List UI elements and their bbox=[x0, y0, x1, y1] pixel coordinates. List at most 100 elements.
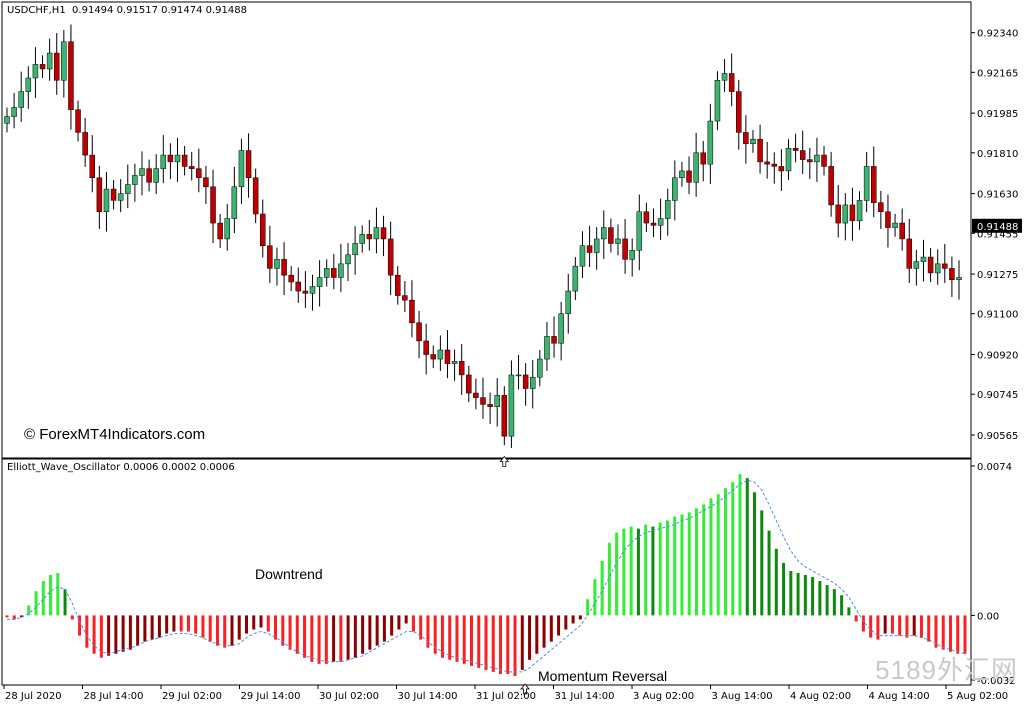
candle-body bbox=[515, 374, 522, 377]
watermark: © ForexMT4Indicators.com bbox=[24, 426, 206, 443]
candle-body bbox=[693, 152, 699, 183]
candle-body bbox=[437, 349, 444, 360]
candle-body bbox=[814, 154, 820, 163]
candle-body bbox=[593, 238, 600, 253]
price-tick-label: 0.91810 bbox=[977, 149, 1018, 160]
candle-body bbox=[117, 193, 124, 201]
candle-body bbox=[444, 349, 451, 364]
candle-body bbox=[743, 132, 749, 144]
candle-body bbox=[224, 218, 230, 240]
price-tick-label: 0.91275 bbox=[977, 270, 1018, 281]
candle-body bbox=[899, 222, 905, 240]
candle-body bbox=[380, 227, 387, 240]
time-tick-label: 29 Jul 02:00 bbox=[162, 691, 222, 702]
candle-body bbox=[309, 286, 316, 294]
candle-body bbox=[934, 263, 941, 274]
indicator-header: Elliott_Wave_Oscillator 0.0006 0.0002 0.… bbox=[7, 462, 235, 473]
candle-body bbox=[480, 397, 486, 405]
candle-body bbox=[764, 161, 770, 165]
time-tick-label: 30 Jul 14:00 bbox=[398, 691, 458, 702]
time-tick-label: 31 Jul 02:00 bbox=[476, 691, 536, 702]
candle-body bbox=[558, 313, 564, 344]
candle-body bbox=[96, 177, 103, 212]
candle-body bbox=[807, 159, 813, 163]
candle-body bbox=[160, 154, 167, 169]
candle-body bbox=[572, 265, 579, 292]
candle-body bbox=[629, 250, 635, 260]
candle-body bbox=[508, 374, 515, 437]
momentum-arrow-up-icon bbox=[520, 683, 530, 695]
candle-body bbox=[295, 281, 302, 292]
candle-body bbox=[409, 299, 415, 324]
price-tick-label: 0.91100 bbox=[977, 310, 1018, 321]
candle-body bbox=[245, 150, 252, 178]
candle-body bbox=[821, 154, 827, 167]
candle-body bbox=[423, 340, 429, 355]
candle-body bbox=[345, 254, 351, 265]
time-tick-label: 29 Jul 14:00 bbox=[241, 691, 301, 702]
candle-body bbox=[714, 80, 721, 122]
candle-body bbox=[721, 73, 728, 81]
current-price-label: 0.91488 bbox=[977, 222, 1018, 233]
osc-tick-label: -0.0032 bbox=[977, 676, 1016, 687]
candle-body bbox=[608, 227, 614, 244]
time-tick-label: 3 Aug 14:00 bbox=[712, 691, 773, 702]
candle-body bbox=[785, 148, 792, 172]
candle-body bbox=[686, 170, 692, 183]
candle-body bbox=[906, 238, 913, 269]
candle-body bbox=[61, 41, 67, 81]
price-header: USDCHF,H1 0.91494 0.91517 0.91474 0.9148… bbox=[7, 5, 247, 16]
candle-body bbox=[700, 152, 706, 165]
candle-body bbox=[672, 177, 678, 201]
candle-body bbox=[82, 132, 88, 156]
osc-tick-label: 0.00 bbox=[977, 611, 999, 622]
candle-body bbox=[331, 268, 337, 278]
candle-body bbox=[707, 120, 714, 165]
candle-body bbox=[338, 263, 344, 278]
time-tick-label: 3 Aug 02:00 bbox=[633, 691, 694, 702]
price-tick-label: 0.92165 bbox=[977, 68, 1018, 79]
price-tick-label: 0.91985 bbox=[977, 109, 1018, 120]
candle-body bbox=[636, 211, 643, 251]
candle-body bbox=[650, 222, 657, 226]
price-tick-label: 0.91455 bbox=[977, 229, 1018, 240]
candle-body bbox=[359, 234, 365, 244]
candle-body bbox=[799, 150, 806, 160]
candle-body bbox=[231, 186, 238, 219]
candle-body bbox=[913, 261, 920, 269]
time-tick-label: 28 Jul 14:00 bbox=[84, 691, 144, 702]
candle-body bbox=[942, 263, 948, 269]
candle-body bbox=[870, 166, 877, 203]
candle-body bbox=[863, 166, 870, 201]
candle-body bbox=[146, 168, 152, 183]
candle-body bbox=[267, 245, 273, 269]
candle-body bbox=[11, 107, 17, 117]
candle-body bbox=[4, 116, 10, 124]
time-tick-label: 30 Jul 02:00 bbox=[319, 691, 379, 702]
candle-body bbox=[551, 336, 557, 344]
candle-body bbox=[366, 234, 373, 240]
reversal-arrow-up-icon bbox=[499, 455, 510, 467]
candle-body bbox=[281, 259, 287, 276]
momentum-reversal-annotation: Momentum Reversal bbox=[538, 668, 668, 684]
candle-body bbox=[25, 77, 32, 92]
price-tick-label: 0.90920 bbox=[977, 351, 1018, 362]
candle-body bbox=[679, 170, 685, 178]
candle-body bbox=[75, 109, 81, 133]
candle-body bbox=[885, 211, 891, 228]
candle-body bbox=[39, 64, 46, 70]
candle-body bbox=[188, 166, 195, 169]
current-price-box bbox=[972, 218, 1022, 233]
candle-body bbox=[181, 154, 188, 167]
candle-body bbox=[352, 243, 358, 256]
price-tick-label: 0.92340 bbox=[977, 29, 1018, 40]
candle-body bbox=[260, 213, 266, 246]
candle-body bbox=[494, 395, 500, 407]
candle-body bbox=[920, 256, 927, 262]
candle-body bbox=[153, 168, 159, 183]
corner-watermark: 5189外汇网 bbox=[875, 655, 1018, 685]
candle-body bbox=[949, 268, 955, 280]
candle-body bbox=[615, 238, 621, 244]
candle-body bbox=[238, 150, 245, 188]
